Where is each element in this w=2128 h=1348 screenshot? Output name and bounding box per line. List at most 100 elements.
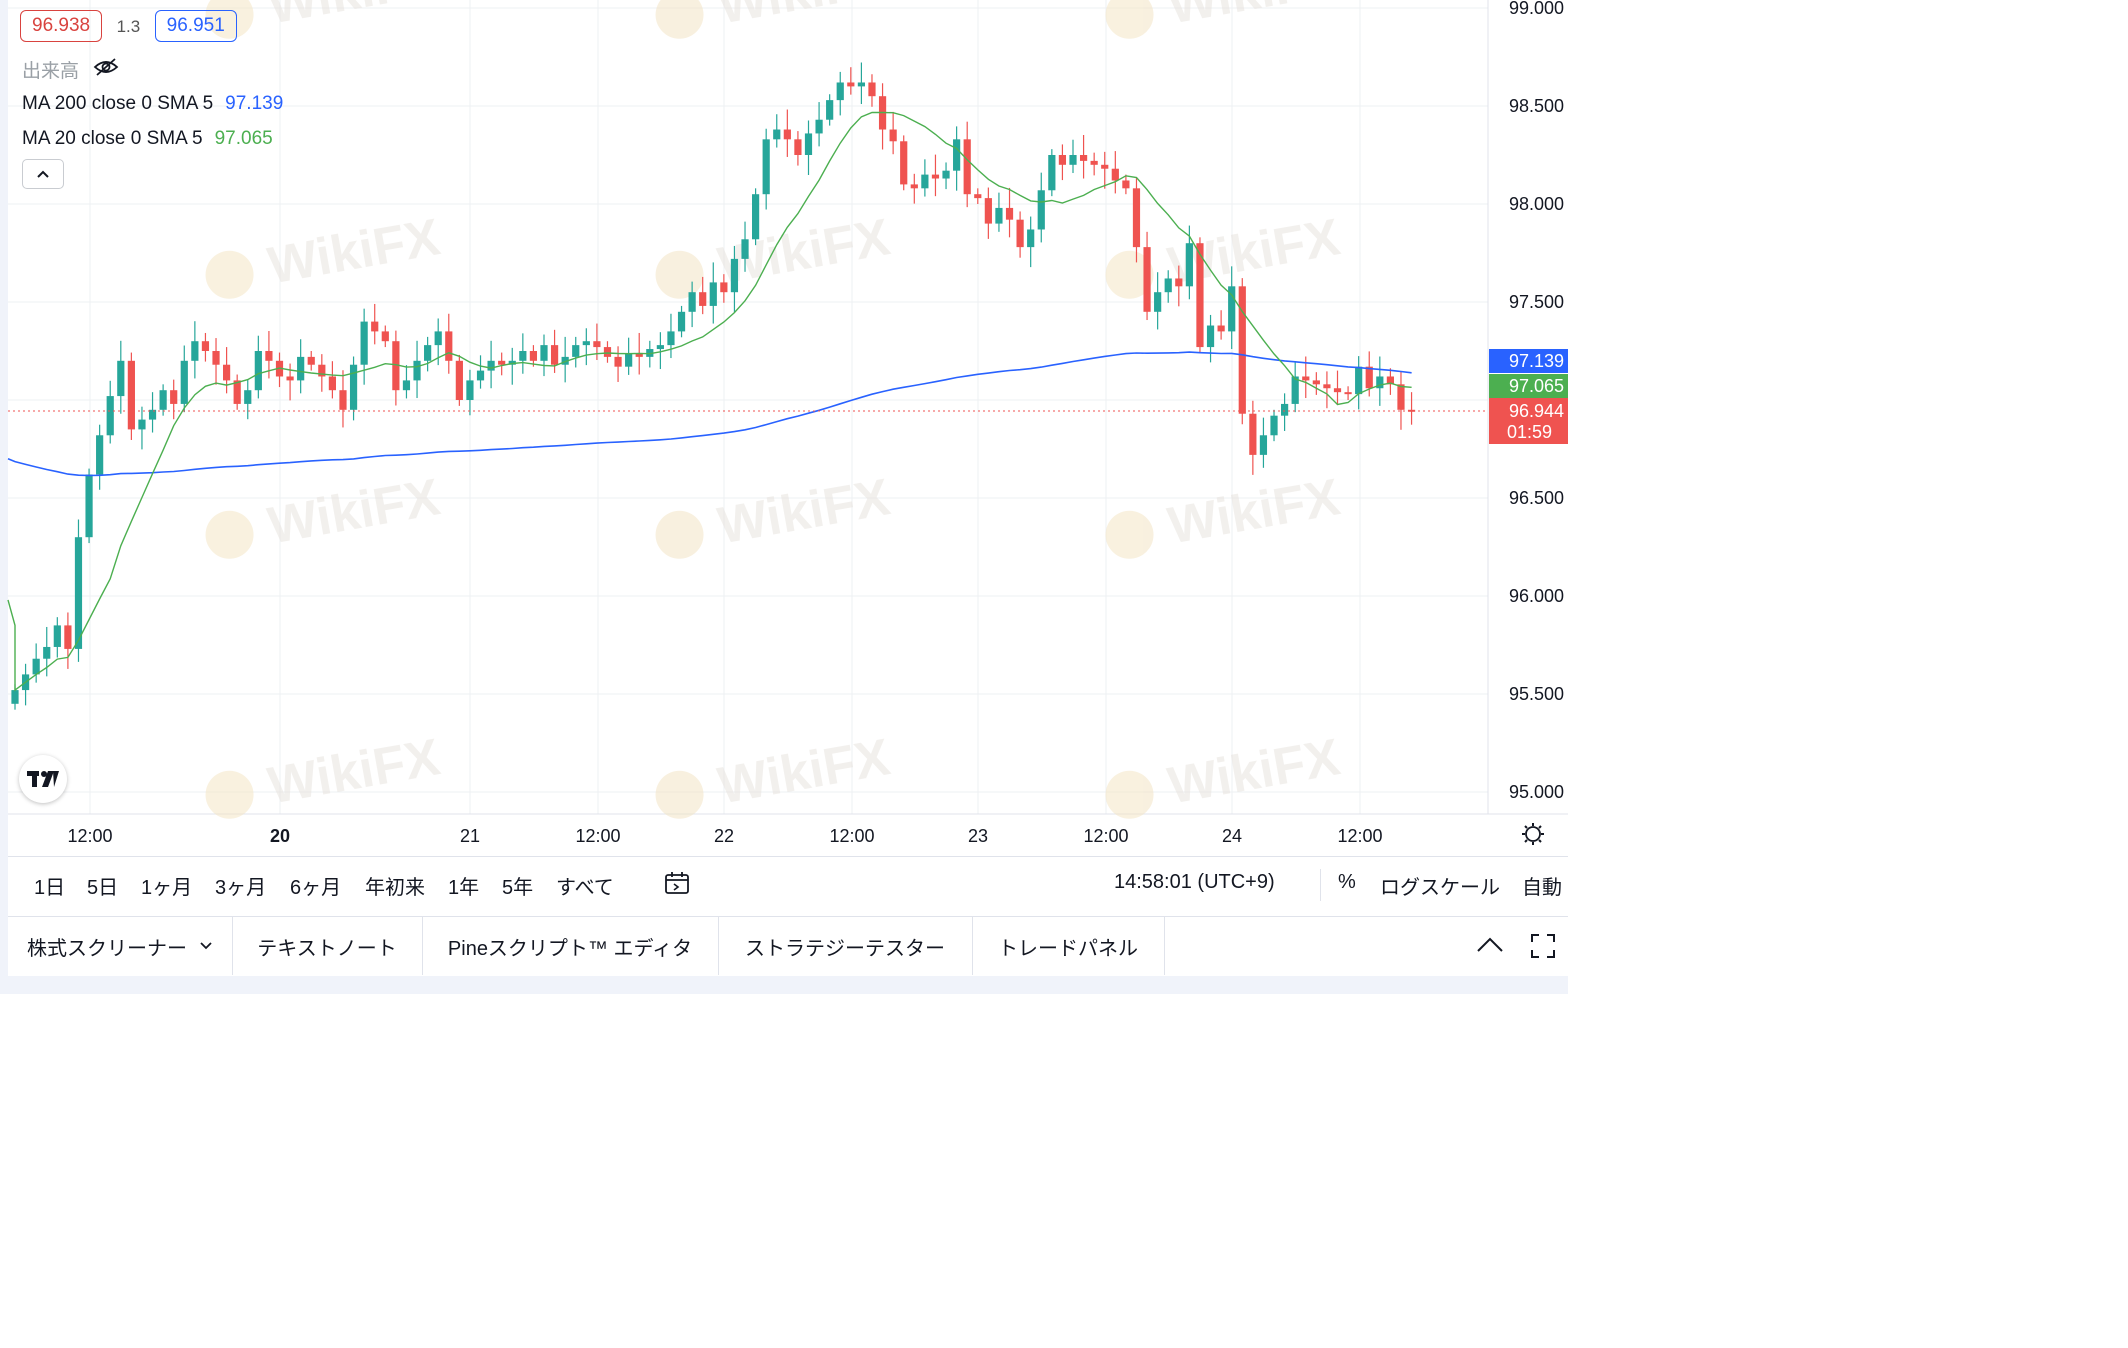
candle [170, 379, 178, 420]
sell-price-button[interactable]: 96.938 [20, 10, 103, 42]
ma200-legend[interactable]: MA 200 close 0 SMA 5 97.139 [22, 93, 283, 115]
candle-body [1069, 155, 1077, 165]
candle-body [709, 282, 717, 306]
candle-body [1132, 188, 1141, 248]
range-ytd[interactable]: 年初来 [365, 877, 425, 899]
watermark-logo-icon [1105, 250, 1154, 299]
candle [96, 424, 104, 490]
candle-body [1196, 243, 1204, 348]
candle-body [1270, 415, 1278, 436]
range-6m[interactable]: 6ヶ月 [290, 877, 342, 899]
candle [730, 245, 739, 313]
candle-body [1249, 413, 1257, 455]
maximize-icon[interactable] [1530, 933, 1556, 964]
auto-scale-toggle[interactable]: 自動 [1522, 877, 1562, 899]
candle-body [349, 364, 358, 410]
candle-body [1079, 155, 1088, 161]
candle-body [794, 139, 802, 155]
ma20-label: MA 20 close 0 SMA 5 [22, 128, 203, 149]
range-1d[interactable]: 1日 [34, 877, 66, 899]
candle-body [730, 258, 739, 293]
candle-body [582, 341, 590, 346]
candle-body [392, 341, 400, 391]
candle-body [1376, 376, 1384, 389]
candle [519, 333, 527, 374]
chevron-down-icon [200, 942, 212, 950]
candle-body [212, 351, 220, 365]
candle [783, 109, 791, 157]
candle-body [1016, 219, 1024, 248]
buy-price-button[interactable]: 96.951 [154, 10, 237, 42]
candle [371, 303, 379, 345]
price-legend: 96.938 1.3 96.951 [20, 10, 237, 42]
candle [688, 281, 696, 328]
candle-body [1027, 229, 1035, 248]
wikifx-watermark: WikiFX [205, 728, 444, 819]
range-1y[interactable]: 1年 [448, 877, 480, 899]
ma20-legend[interactable]: MA 20 close 0 SMA 5 97.065 [22, 128, 273, 150]
tradingview-logo[interactable] [19, 755, 67, 803]
candle-body [1259, 435, 1268, 455]
candle [1185, 225, 1193, 300]
time-axis-label: 24 [1222, 826, 1242, 846]
candle-body [667, 331, 675, 346]
clock-time[interactable]: 14:58:01 (UTC+9) [1114, 871, 1275, 893]
candle-body [836, 82, 844, 101]
candle-body [646, 349, 654, 357]
percent-toggle[interactable]: % [1338, 871, 1356, 893]
chevron-up-icon[interactable] [1476, 935, 1504, 960]
candle [424, 336, 432, 372]
log-scale-toggle[interactable]: ログスケール [1380, 877, 1500, 899]
candle-body [64, 625, 72, 649]
calendar-icon[interactable] [664, 870, 690, 902]
wikifx-watermark: WikiFX [655, 0, 895, 39]
chevron-up-icon [37, 170, 49, 178]
candle [889, 111, 897, 155]
watermark-text: WikiFX [714, 0, 895, 35]
range-5d[interactable]: 5日 [87, 877, 119, 899]
tab-trade-panel[interactable]: トレードパネル [972, 917, 1165, 975]
axis-settings-icon[interactable] [1522, 823, 1544, 845]
tab-strategy-tester[interactable]: ストラテジーテスター [718, 917, 973, 975]
wikifx-watermark: WikiFX [655, 208, 894, 299]
candle [254, 335, 262, 399]
tab-text-notes[interactable]: テキストノート [232, 917, 423, 975]
price-axis-label: 95.500 [1509, 684, 1564, 704]
candle-body [32, 658, 40, 675]
candle [1259, 417, 1268, 468]
watermark-text: WikiFX [1164, 728, 1345, 815]
range-5y[interactable]: 5年 [502, 877, 534, 899]
range-all[interactable]: すべて [556, 877, 614, 899]
candle-body [529, 351, 538, 361]
candle [1016, 211, 1024, 258]
candle [625, 337, 633, 375]
candle [476, 355, 485, 389]
candle-body [1302, 376, 1310, 381]
candle [529, 345, 538, 367]
eye-hidden-icon[interactable] [93, 57, 119, 83]
candle [297, 339, 305, 394]
watermark-logo-icon [655, 770, 704, 819]
candle-body [297, 356, 305, 381]
watermark-text: WikiFX [714, 468, 895, 555]
candle [349, 356, 358, 421]
watermark-text: WikiFX [264, 0, 445, 35]
candle [984, 187, 992, 239]
ma20-price-tag-bg [1489, 374, 1568, 398]
candle-body [85, 474, 93, 538]
bottom-panel-tabs: 株式スクリーナー テキストノート Pineスクリプト™ エディタ ストラテジーテ… [8, 916, 1568, 975]
watermark-logo-icon [205, 770, 254, 819]
collapse-legend-button[interactable] [22, 159, 64, 189]
time-axis-label: 12:00 [1083, 826, 1128, 846]
candle [1270, 409, 1278, 442]
candle-body [508, 360, 516, 365]
range-3m[interactable]: 3ヶ月 [215, 877, 267, 899]
candle [117, 340, 125, 414]
candle-body [1111, 168, 1119, 181]
candle-body [1407, 409, 1416, 412]
tab-pine-editor[interactable]: Pineスクリプト™ エディタ [422, 917, 719, 975]
wikifx-watermark: WikiFX [1105, 468, 1344, 559]
tab-stock-screener[interactable]: 株式スクリーナー [8, 917, 233, 975]
candlestick-chart[interactable]: WikiFX WikiFX WikiFX WikiFX WikiFX WikiFX Wiki… [0, 0, 1568, 856]
range-1m[interactable]: 1ヶ月 [141, 877, 193, 899]
